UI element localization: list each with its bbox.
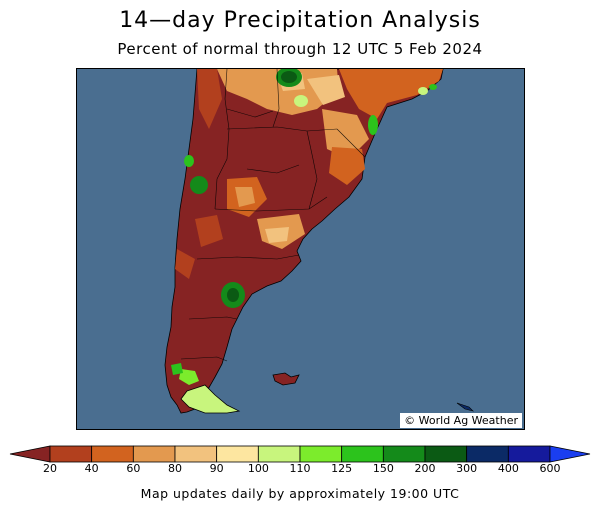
legend-label: 200 xyxy=(414,462,436,475)
map-title: 14—day Precipitation Analysis xyxy=(119,8,481,33)
legend-label: 100 xyxy=(247,462,269,475)
legend-swatch xyxy=(257,445,301,463)
north-patch-4 xyxy=(322,109,369,159)
legend-swatch xyxy=(299,445,343,463)
south-georgia xyxy=(456,402,474,412)
legend-arrow-right xyxy=(549,445,591,463)
central-patch-6 xyxy=(175,249,195,279)
map-canvas xyxy=(77,69,524,429)
tierra-del-fuego-wet xyxy=(179,369,199,385)
wet-spot-ne xyxy=(418,87,428,95)
wet-spot-ne-2 xyxy=(429,84,437,90)
legend-label: 60 xyxy=(126,462,141,475)
central-patch-2 xyxy=(235,187,255,207)
legend-label: 40 xyxy=(84,462,99,475)
north-patch-2 xyxy=(339,69,443,119)
legend-swatch xyxy=(507,445,551,463)
north-patch-3 xyxy=(307,75,345,105)
north-patch-5 xyxy=(329,147,365,185)
tierra-del-fuego-dry xyxy=(171,363,183,375)
wet-spot-andes xyxy=(190,176,208,194)
falkland-islands xyxy=(272,372,300,386)
borders xyxy=(180,69,366,362)
legend-swatch xyxy=(466,445,509,463)
legend-label: 20 xyxy=(43,462,57,475)
legend-label: 125 xyxy=(331,462,353,475)
legend-swatch xyxy=(49,445,93,463)
tierra-del-fuego xyxy=(180,384,241,414)
legend-label: 90 xyxy=(209,462,224,475)
legend-swatch xyxy=(424,445,468,463)
legend-swatch xyxy=(132,445,176,463)
precipitation-map: © World Ag Weather xyxy=(76,68,525,430)
legend-label: 110 xyxy=(289,462,311,475)
north-patch-6 xyxy=(197,69,222,129)
legend-label: 400 xyxy=(497,462,519,475)
wet-spot-east xyxy=(368,115,378,135)
legend-swatch xyxy=(174,445,218,463)
legend-label: 300 xyxy=(456,462,478,475)
update-note: Map updates daily by approximately 19:00… xyxy=(140,486,460,501)
central-patch-5 xyxy=(195,215,223,247)
central-patch-4 xyxy=(265,227,289,243)
legend-swatch xyxy=(216,445,259,463)
wet-spot-patagonia-core xyxy=(227,288,239,302)
map-credit: © World Ag Weather xyxy=(400,413,522,428)
legend-arrow-left xyxy=(9,445,51,463)
wet-spot-north-ring xyxy=(281,71,297,83)
legend-label: 150 xyxy=(372,462,394,475)
legend-swatch xyxy=(341,445,384,463)
legend-swatch xyxy=(91,445,134,463)
wet-spot-andes-2 xyxy=(184,155,194,167)
map-subtitle: Percent of normal through 12 UTC 5 Feb 2… xyxy=(117,40,483,58)
legend-label: 600 xyxy=(539,462,561,475)
legend-label: 80 xyxy=(168,462,182,475)
legend xyxy=(0,440,600,480)
legend-colorbar xyxy=(9,445,591,463)
legend-swatch xyxy=(382,445,426,463)
wet-spot-north-2 xyxy=(294,95,308,107)
